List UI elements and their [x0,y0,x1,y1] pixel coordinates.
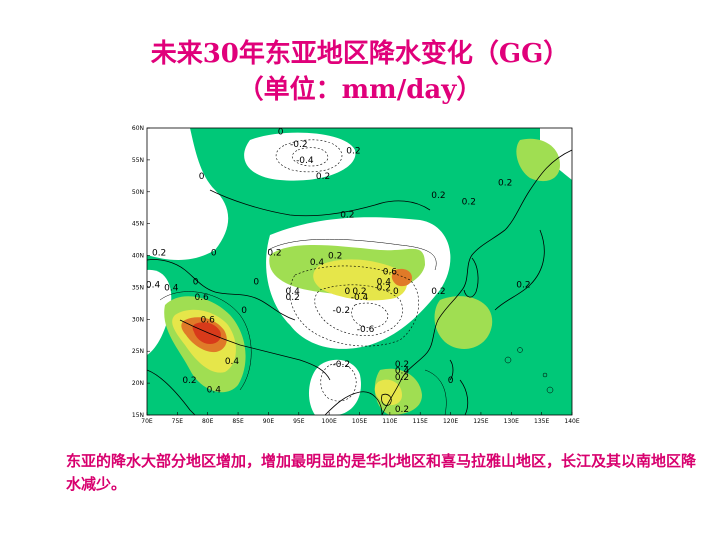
border-himalaya [179,319,331,381]
lon-tick-label: 110E [382,418,397,425]
lon-tick-label: 120E [443,418,458,425]
lat-tick-label: 30N [132,316,144,323]
negative-area-northwest [147,128,229,260]
lon-tick-label: 115E [413,418,428,425]
contour-label: 0.2 [395,360,409,370]
contour-label: 0.2 [516,280,530,290]
contour-label: 0.2 [395,405,409,415]
lon-tick-label: 140E [564,418,579,425]
contour-label: 0 [241,306,247,316]
contour-label: 0.4 [286,287,301,297]
lat-tick-label: 25N [132,348,144,355]
light-green-area-east [434,296,493,349]
coastline-indochina [324,391,383,415]
lon-tick-label: 135E [534,418,549,425]
contour-label: -0.4 [351,293,369,303]
contour-label: 0.2 [431,287,445,297]
contour-label: 0.4 [395,367,410,377]
contour-label: 0.2 [377,284,391,294]
lon-tick-label: 75E [172,418,184,425]
lat-tick-label: 20N [132,380,144,387]
contour-label: 0 [199,172,205,182]
contour-label: 0 [393,287,399,297]
contour-label: 0 [448,376,454,386]
map-units: （单位：mm/day） [237,75,483,105]
negative-area-mongolia [244,132,356,181]
caption-text: 东亚的降水大部分地区增加，增加最明显的是华北地区和喜马拉雅山地区，长江及其以南地… [66,452,697,493]
contour-label: -0.2 [290,140,308,150]
contour-label: 0.2 [462,198,476,208]
lon-tick-label: 80E [202,418,214,425]
contour-label: 0.2 [340,210,354,220]
orange-area-north-china [391,268,412,287]
contour-label: 0.4 [377,277,392,287]
coastline-india [147,369,196,415]
coastline-hainan [381,393,392,406]
contour-label: 0 [278,127,284,137]
lat-tick-label: 15N [132,412,144,419]
contour-label: 0.4 [225,357,240,367]
precipitation-map: 60N 55N 50N 45N 40N 35N 30N 25N 20N 15N 70E 75E 80E 8… [120,120,580,430]
coastline-japan [494,229,545,311]
contour-label: -0.2 [333,360,351,370]
lat-tick-label: 55N [132,157,144,164]
contour-label: 0.2 [352,287,366,297]
lon-tick-label: 100E [322,418,337,425]
contour-label: 0.4 [164,284,179,294]
negative-area-south [308,359,361,415]
contour-label: -0.4 [296,156,314,166]
contour-label: 0 [344,287,350,297]
contour-label: 0.2 [498,178,512,188]
lon-tick-label: 105E [352,418,367,425]
contour-label: 0 [253,277,259,287]
contour-label: 0.2 [431,191,445,201]
lon-tick-label: 70E [141,418,153,425]
contour-label: 0.2 [328,252,342,262]
contour-label: 0.2 [316,172,330,182]
lon-tick-label: 125E [473,418,488,425]
lon-tick-label: 95E [293,418,305,425]
coastline-east-asia [381,149,572,415]
lat-tick-label: 50N [132,189,144,196]
border-china-west [147,259,296,321]
lat-tick-label: 45N [132,221,144,228]
lon-tick-label: 90E [263,418,275,425]
contour-label: 0.6 [201,316,216,326]
negative-area-west-edge [147,269,172,355]
contour-label: 0.6 [194,293,209,303]
lon-tick-label: 85E [232,418,244,425]
contour-label: 0.4 [310,258,325,268]
map-title: 未来30年东亚地区降水变化（GG） [150,39,570,69]
lat-tick-label: 35N [132,284,144,291]
contour-label: 0.2 [182,376,196,386]
contour-label: 0.2 [395,373,409,383]
contour-label: 0.2 [346,147,360,157]
coastline-philippines [459,379,469,415]
coastline-korea [463,257,479,298]
border-mongolia [209,189,431,217]
contour-label: 0.2 [267,249,281,259]
contour-label: -0.6 [357,325,375,335]
contour-label: 0 [211,249,217,259]
contour-label: -0.2 [333,306,351,316]
contour-label: 0.4 [207,386,222,396]
red-area-tibet [192,322,221,344]
lat-tick-label: 60N [132,125,144,132]
lon-tick-label: 130E [504,418,519,425]
contour-label: 0.2 [152,249,166,259]
lat-tick-label: 40N [132,253,144,260]
contour-label: 0.6 [383,268,398,278]
coastline-taiwan [449,359,454,381]
contour-label: 0.2 [286,293,300,303]
contour-label: 0.4 [146,280,161,290]
light-green-area-northeast [516,138,560,182]
contour-label: 0 [193,277,199,287]
